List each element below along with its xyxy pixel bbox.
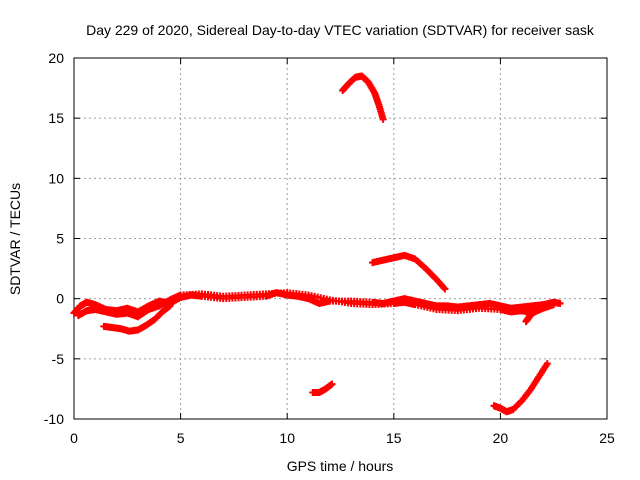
- y-tick-label: 10: [48, 170, 64, 186]
- series-high-arc-13h: [339, 72, 387, 123]
- x-tick-label: 15: [386, 430, 402, 446]
- series-main-band-b: [74, 289, 558, 321]
- y-tick-label: 20: [48, 50, 64, 66]
- x-tick-label: 20: [493, 430, 509, 446]
- data-point: [441, 285, 449, 293]
- axis-ticks: 0 5 10 15 20 25 -10 -5 0 5 10 15 20: [44, 50, 615, 446]
- x-axis-label: GPS time / hours: [287, 458, 394, 474]
- data-point: [328, 380, 336, 388]
- y-tick-label: 15: [48, 110, 64, 126]
- series-low-arc-early: [100, 302, 174, 335]
- series-dip-2130: [522, 305, 543, 326]
- x-tick-label: 0: [70, 430, 78, 446]
- data-marks: [70, 72, 564, 416]
- series-arc-15h: [368, 251, 449, 293]
- data-point: [556, 299, 564, 307]
- data-point: [535, 305, 543, 313]
- y-tick-label: 0: [56, 291, 64, 307]
- grid-lines: [74, 58, 607, 419]
- y-tick-label: 5: [56, 231, 64, 247]
- x-tick-label: 25: [599, 430, 615, 446]
- series-low-arc-11h: [309, 380, 336, 397]
- x-tick-label: 5: [177, 430, 185, 446]
- y-tick-label: -5: [52, 351, 65, 367]
- data-point: [379, 115, 387, 123]
- chart-title: Day 229 of 2020, Sidereal Day-to-day VTE…: [86, 22, 595, 38]
- x-tick-label: 10: [279, 430, 295, 446]
- data-point: [543, 360, 551, 368]
- y-tick-label: -10: [44, 411, 64, 427]
- y-axis-label: SDTVAR / TECUs: [7, 183, 23, 295]
- series-low-arc-20h: [490, 360, 551, 416]
- data-point: [166, 302, 174, 310]
- data-point: [550, 301, 558, 309]
